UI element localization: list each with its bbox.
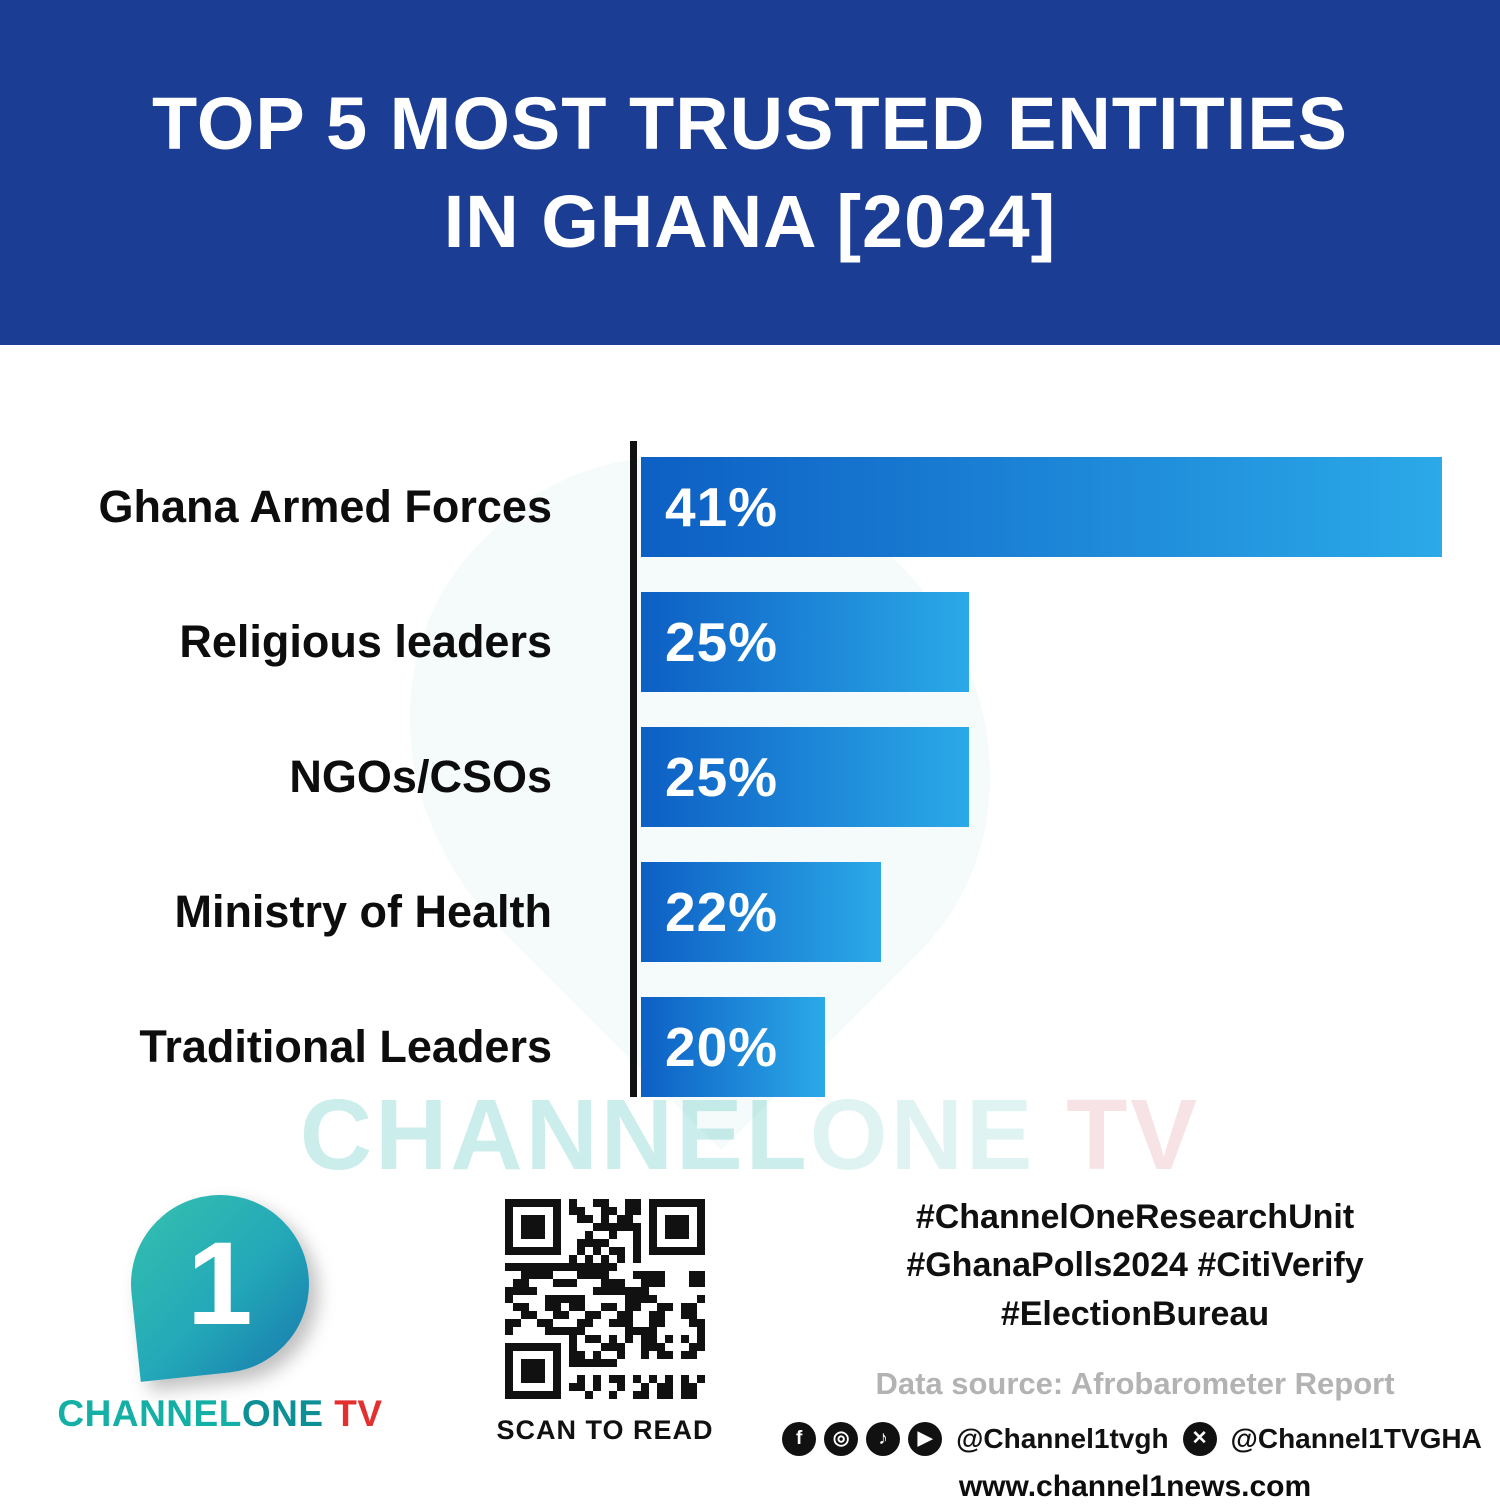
bar: 25% [641, 727, 970, 827]
facebook-icon: f [782, 1421, 817, 1456]
bar: 20% [641, 997, 826, 1097]
channel-one-logo-icon: 1 [122, 1186, 318, 1382]
bar: 25% [641, 592, 970, 692]
instagram-icon: ◎ [824, 1421, 859, 1456]
bar: 41% [641, 457, 1442, 557]
social-handle-1: @Channel1tvgh [956, 1422, 1169, 1454]
data-source: Data source: Afrobarometer Report [875, 1365, 1395, 1401]
youtube-icon: ▶ [908, 1421, 943, 1456]
bar-category-label: Religious leaders [179, 616, 552, 667]
watermark-text: CHANNELONE TV [0, 1078, 1500, 1193]
bar-value-label: 25% [665, 746, 779, 808]
social-handle-2: @Channel1TVGHA [1230, 1422, 1482, 1454]
bar: 22% [641, 862, 882, 962]
hashtag-line-1: #ChannelOneResearchUnit [915, 1198, 1355, 1236]
bar-value-label: 22% [665, 881, 779, 943]
brand-wordmark: CHANNELONE TV [57, 1393, 382, 1435]
logo-digit: 1 [187, 1218, 253, 1351]
bar-row: Traditional Leaders 20% [0, 997, 1500, 1097]
website-url: www.channel1news.com [958, 1469, 1312, 1503]
x-icon: ✕ [1182, 1421, 1217, 1456]
bar-chart: Ghana Armed Forces 41% Religious leaders 25… [0, 343, 1500, 1151]
bar-row: Ghana Armed Forces 41% [0, 457, 1500, 557]
header-banner: TOP 5 MOST TRUSTED ENTITIES IN GHANA [20… [0, 0, 1500, 345]
brand-part-channel: CHANNEL [57, 1393, 242, 1434]
bar-value-label: 41% [665, 476, 779, 538]
bar-category-label: Ghana Armed Forces [98, 481, 552, 532]
bar-chart-rows: Ghana Armed Forces 41% Religious leaders 25… [0, 457, 1500, 1097]
bar-row: NGOs/CSOs 25% [0, 727, 1500, 827]
bar-value-label: 20% [665, 1016, 779, 1078]
hashtag-line-2: #GhanaPolls2024 #CitiVerify [906, 1246, 1364, 1285]
channel-one-logo-block: 1 CHANNELONE TV [55, 1185, 385, 1435]
bar-track: 25% [641, 592, 1442, 692]
bar-track: 20% [641, 997, 1442, 1097]
tiktok-icon: ♪ [866, 1421, 901, 1456]
watermark-part-one: ONE [809, 1079, 1036, 1191]
bar-value-label: 25% [665, 611, 779, 673]
bar-track: 41% [641, 457, 1442, 557]
qr-block: SCAN TO READ [465, 1185, 745, 1446]
qr-code [505, 1199, 705, 1399]
bar-track: 25% [641, 727, 1442, 827]
bar-category-label: Traditional Leaders [139, 1021, 552, 1072]
watermark-part-tv: TV [1035, 1079, 1201, 1191]
bar-row: Ministry of Health 22% [0, 862, 1500, 962]
info-block: #ChannelOneResearchUnit #GhanaPolls2024 … [782, 1185, 1482, 1504]
qr-caption: SCAN TO READ [496, 1415, 714, 1445]
page-title-line-2: IN GHANA [2024] [443, 179, 1057, 263]
footer: 1 CHANNELONE TV SCAN TO READ #ChannelOne… [0, 1185, 1500, 1504]
chart-axis-line [630, 441, 637, 1097]
page-title-line-1: TOP 5 MOST TRUSTED ENTITIES [151, 81, 1349, 165]
social-row: f ◎ ♪ ▶ @Channel1tvgh ✕ @Channel1TVGHA [782, 1421, 1482, 1456]
bar-row: Religious leaders 25% [0, 592, 1500, 692]
bar-category-label: NGOs/CSOs [289, 751, 552, 802]
bar-track: 22% [641, 862, 1442, 962]
bar-category-label: Ministry of Health [174, 886, 552, 937]
brand-part-one: ONE [241, 1393, 324, 1434]
hashtag-line-3: #ElectionBureau [1000, 1294, 1270, 1333]
watermark-part-channel: CHANNEL [299, 1079, 810, 1191]
qr-code-svg [505, 1199, 705, 1399]
brand-part-tv: TV [323, 1393, 383, 1434]
